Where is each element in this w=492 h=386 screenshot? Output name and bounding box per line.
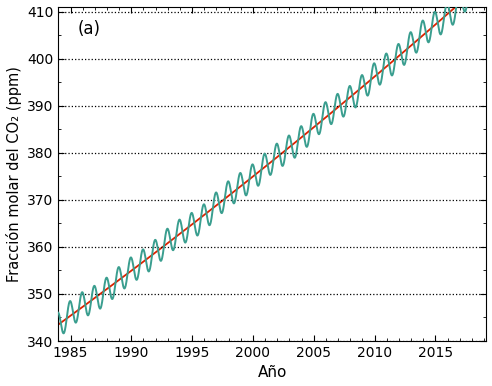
X-axis label: Año: Año: [258, 366, 287, 381]
Y-axis label: Fracción molar del CO₂ (ppm): Fracción molar del CO₂ (ppm): [5, 66, 22, 282]
Text: (a): (a): [78, 20, 100, 38]
